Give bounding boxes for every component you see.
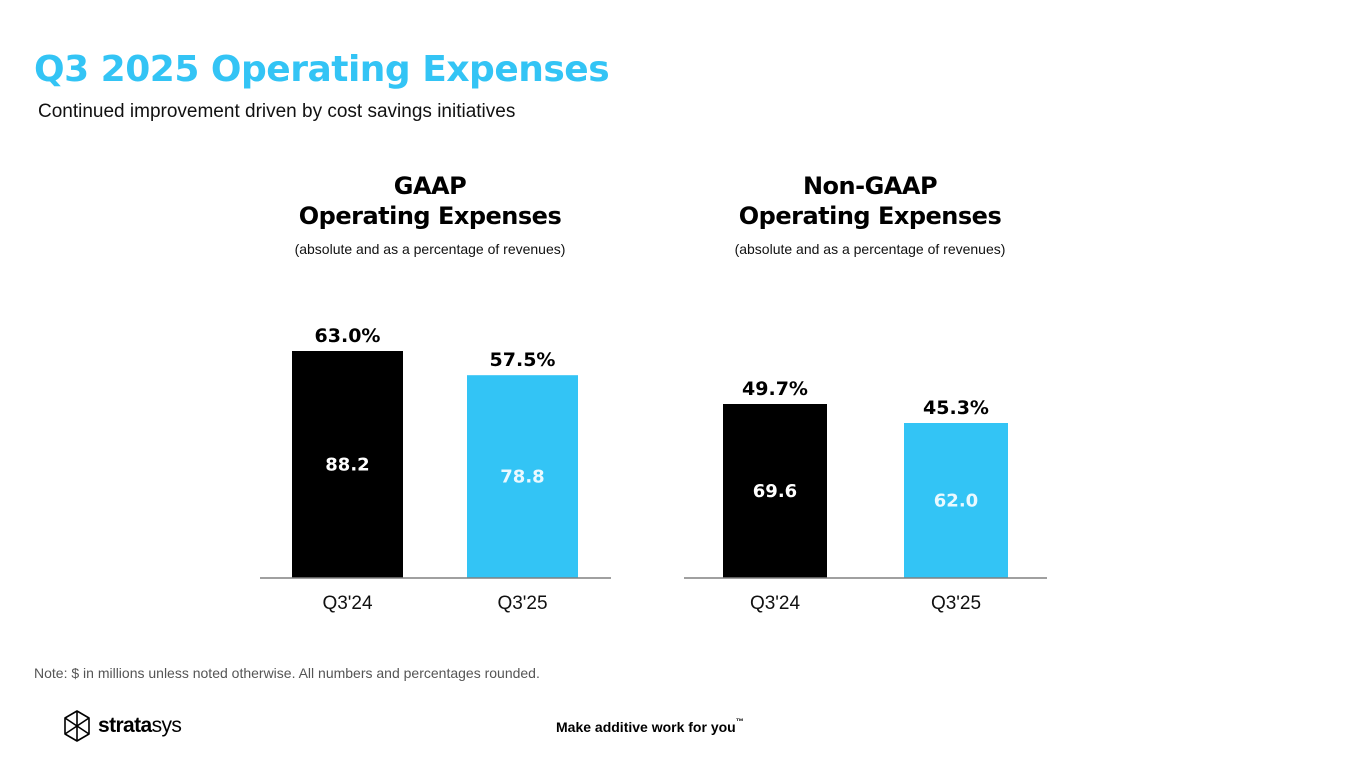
trademark-mark: ™ <box>735 717 744 726</box>
footnote: Note: $ in millions unless noted otherwi… <box>34 665 540 681</box>
nongaap-chart-note: (absolute and as a percentage of revenue… <box>734 241 1006 257</box>
page-subtitle: Continued improvement driven by cost sav… <box>38 101 516 122</box>
gaap-category-label-2: Q3'25 <box>497 593 547 614</box>
page-title: Q3 2025 Operating Expenses <box>34 49 610 90</box>
nongaap-pct-label-1: 49.7% <box>742 378 808 400</box>
logo-word-bold: strata <box>98 714 152 737</box>
tagline-text: Make additive work for you <box>556 719 736 735</box>
tagline: Make additive work for you™ <box>556 717 744 735</box>
gaap-chart-title-line1: GAAP <box>393 172 467 200</box>
nongaap-chart-header: Non-GAAP Operating Expenses (absolute an… <box>650 171 1090 257</box>
gaap-value-label-1: 88.2 <box>325 455 369 476</box>
nongaap-bar-1 <box>723 404 827 578</box>
nongaap-pct-label-2: 45.3% <box>923 397 989 419</box>
stratasys-star-icon <box>64 710 90 742</box>
gaap-chart-title-line2: Operating Expenses <box>298 202 562 230</box>
gaap-chart-note: (absolute and as a percentage of revenue… <box>294 241 566 257</box>
logo-wordmark: stratasys <box>98 714 182 738</box>
logo-word-light: sys <box>151 714 182 737</box>
nongaap-category-label-1: Q3'24 <box>750 593 801 614</box>
gaap-pct-label-1: 63.0% <box>315 325 381 347</box>
gaap-pct-label-2: 57.5% <box>490 349 556 371</box>
gaap-category-label-1: Q3'24 <box>322 593 373 614</box>
stratasys-logo: stratasys <box>62 708 182 744</box>
nongaap-chart-title-line1: Non-GAAP <box>802 172 938 200</box>
nongaap-value-label-2: 62.0 <box>934 491 978 512</box>
nongaap-bar-2 <box>904 423 1008 578</box>
gaap-chart-header: GAAP Operating Expenses (absolute and as… <box>210 171 650 257</box>
gaap-bar-2 <box>467 375 578 578</box>
nongaap-category-label-2: Q3'25 <box>931 593 981 614</box>
nongaap-value-label-1: 69.6 <box>753 481 797 502</box>
gaap-bar-1 <box>292 351 403 578</box>
opex-charts: 63.0% 88.2 Q3'24 57.5% 78.8 Q3'25 49.7% 69.6 Q3'… <box>260 325 1047 614</box>
nongaap-chart-title-line2: Operating Expenses <box>738 202 1002 230</box>
gaap-value-label-2: 78.8 <box>500 467 544 488</box>
